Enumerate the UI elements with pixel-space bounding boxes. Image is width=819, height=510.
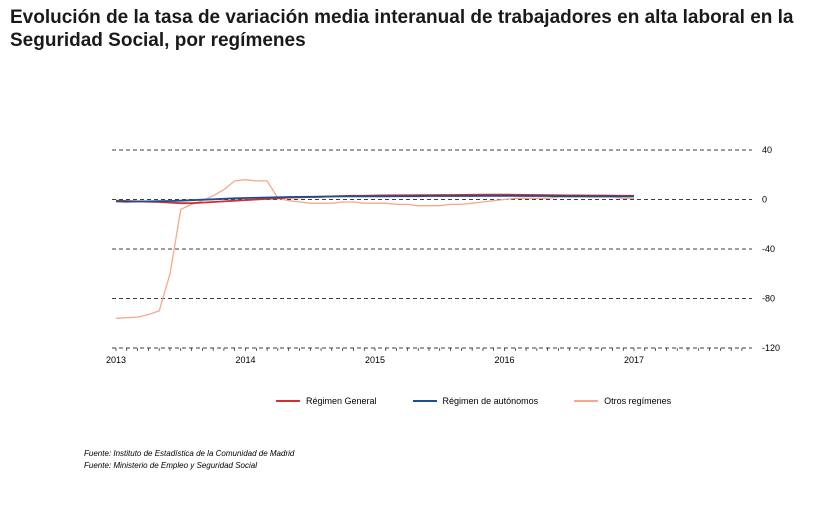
grid-lines: [112, 149, 752, 349]
source-line: Fuente: Ministerio de Empleo y Seguridad…: [84, 461, 257, 470]
legend-swatch-otros-regimenes: [574, 400, 599, 402]
sources-note: Fuente: Instituto de Estadística de la C…: [84, 448, 294, 472]
x-tick-label: 2014: [235, 355, 255, 365]
legend-item-regimen-autonomos: Régimen de autónomos: [412, 396, 539, 406]
source-line: Fuente: Instituto de Estadística de la C…: [84, 449, 295, 458]
y-tick-label: 0: [762, 195, 767, 205]
x-tick-label: 2015: [365, 355, 385, 365]
chart-title: Evolución de la tasa de variación media …: [10, 7, 794, 51]
x-tick-label: 2016: [494, 355, 514, 365]
x-tick-label: 2017: [624, 355, 644, 365]
legend-label-regimen-general: Régimen General: [306, 396, 377, 406]
y-tick-label: -120: [762, 343, 780, 353]
y-axis-ticks: 40 0 -40 -80 -120: [762, 145, 780, 353]
y-tick-label: -80: [762, 294, 775, 304]
legend-swatch-regimen-autonomos: [412, 400, 437, 402]
legend-label-otros-regimenes: Otros regímenes: [604, 396, 672, 406]
series-lines: [115, 179, 634, 319]
series-line-otros-regimenes: [115, 179, 634, 319]
legend-swatch-regimen-general: [276, 400, 300, 402]
x-tick-label: 2013: [106, 355, 126, 365]
y-tick-label: 40: [762, 145, 772, 155]
series-line-regimen-de-autonomos: [115, 194, 634, 203]
legend-item-regimen-general: Régimen General: [276, 396, 377, 406]
legend-label-regimen-autonomos: Régimen de autónomos: [442, 396, 539, 406]
y-tick-label: -40: [762, 244, 775, 254]
legend-item-otros-regimenes: Otros regímenes: [574, 396, 671, 406]
x-axis: 2013 2014 2015 2016 2017: [106, 348, 743, 365]
chart-legend: Régimen General Régimen de autónomos Otr…: [276, 396, 671, 406]
